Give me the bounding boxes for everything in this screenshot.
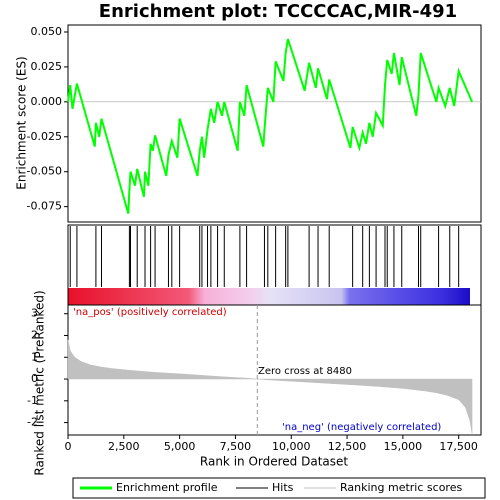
y-tick-label: 0.050 — [31, 25, 63, 38]
y-axis-label: Enrichment score (ES) — [15, 56, 29, 189]
legend — [72, 477, 486, 499]
y-tick-label: -2 — [27, 416, 38, 429]
y-tick-label: 2 — [31, 328, 38, 341]
annotation: Zero cross at 8480 — [258, 366, 352, 377]
chart-title: Enrichment plot: TCCCCAC,MIR-491 — [99, 1, 457, 22]
annotation: 'na_pos' (positively correlated) — [73, 307, 227, 318]
y-tick-label: 1 — [31, 350, 38, 363]
x-axis-label: Rank in Ordered Dataset — [200, 455, 348, 469]
y-tick-label: -1 — [27, 394, 38, 407]
x-tick-label: 12,500 — [328, 440, 367, 453]
annotation: 'na_neg' (negatively correlated) — [282, 422, 441, 433]
y-tick-label: -0.075 — [27, 200, 62, 213]
color-bar — [68, 288, 470, 305]
y-tick-label: 3 — [31, 307, 38, 320]
y-axis-label: Ranked list metric (PreRanked) — [33, 290, 47, 475]
y-tick-label: 0 — [31, 372, 38, 385]
x-tick-label: 17,500 — [439, 440, 478, 453]
x-tick-label: 0 — [65, 440, 72, 453]
x-tick-label: 2,500 — [108, 440, 140, 453]
x-tick-label: 7,500 — [220, 440, 252, 453]
legend-label: Ranking metric scores — [340, 481, 462, 494]
y-tick-label: -0.025 — [27, 130, 62, 143]
legend-label: Enrichment profile — [116, 481, 218, 494]
plot-frame — [67, 24, 482, 223]
legend-label: Hits — [272, 481, 294, 494]
x-tick-label: 10,000 — [272, 440, 311, 453]
y-tick-label: -0.050 — [27, 165, 62, 178]
x-tick-label: 15,000 — [384, 440, 423, 453]
es-line — [67, 38, 473, 214]
y-tick-label: 0.025 — [31, 60, 63, 73]
x-tick-label: 5,000 — [164, 440, 196, 453]
metric-area — [67, 339, 473, 434]
y-tick-label: 0.000 — [31, 95, 63, 108]
